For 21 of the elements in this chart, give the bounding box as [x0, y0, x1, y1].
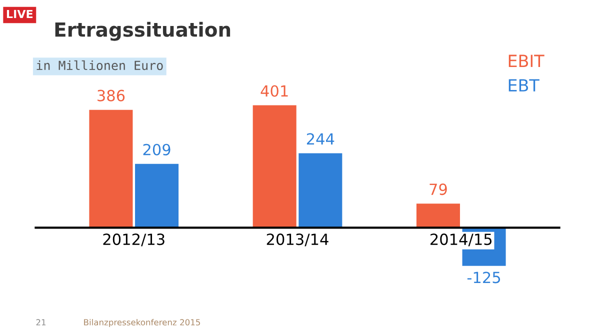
bar	[252, 105, 296, 228]
chart-title: Ertragssituation	[55, 22, 230, 41]
bar	[89, 110, 133, 228]
x-tick-label: 2014/15	[430, 234, 492, 246]
chart-subtitle: in Millionen Euro	[36, 60, 163, 70]
data-label: -125	[467, 272, 500, 284]
text: Bilanzpressekonferenz 2015	[84, 318, 200, 328]
bar	[416, 204, 460, 228]
data-label: 244	[306, 133, 334, 144]
data-label: 386	[98, 90, 125, 102]
data-label: 79	[430, 184, 447, 196]
bar	[135, 164, 179, 228]
text: LIVE	[6, 10, 33, 18]
x-tick-label: 2012/13	[103, 234, 164, 246]
x-tick-label: 2013/14	[266, 234, 328, 246]
data-label: 209	[143, 144, 170, 156]
text: EBIT	[508, 54, 544, 67]
data-label: 401	[260, 85, 288, 97]
text: 21	[36, 319, 46, 326]
text: EBT	[508, 79, 540, 92]
bar	[298, 153, 342, 228]
